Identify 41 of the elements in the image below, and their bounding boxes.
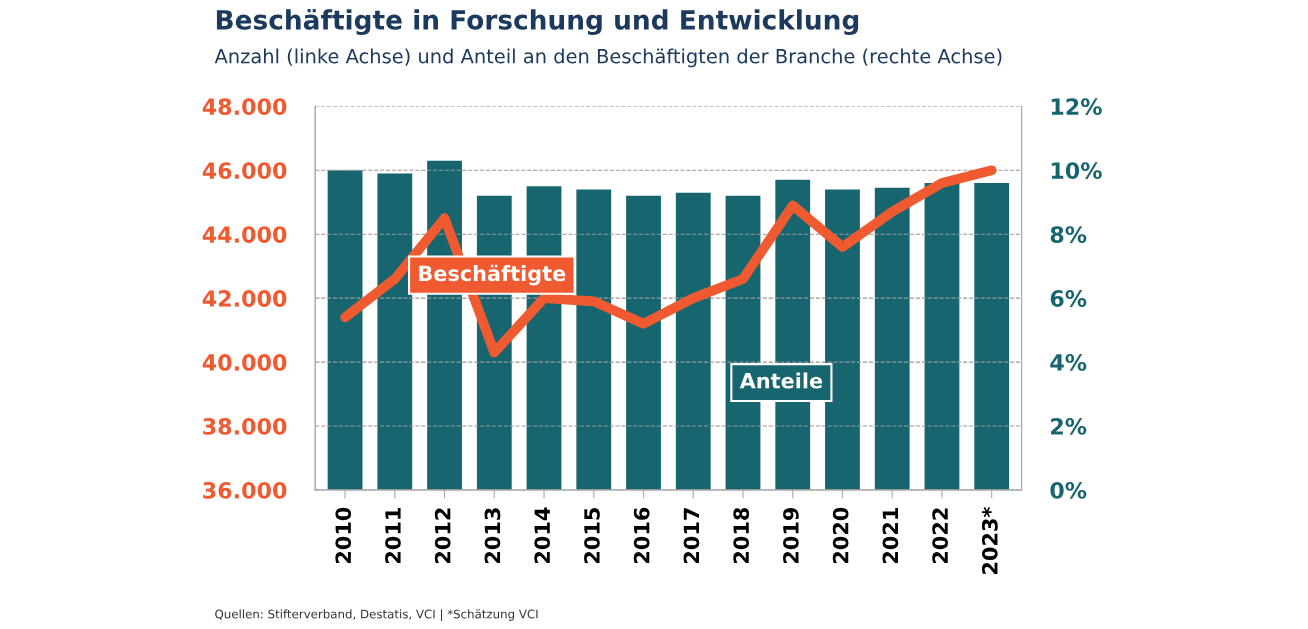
y-tick-label: 46.000 (202, 162, 287, 180)
y-tick-label: 38.000 (203, 417, 287, 435)
x-tick-label: 2020 (832, 507, 849, 563)
bar (675, 192, 711, 490)
y2-tick-label: 12% (1051, 98, 1102, 116)
x-tick-label: 2019 (783, 507, 799, 563)
y-tick-label: 36.000 (203, 481, 287, 499)
series-label: Beschäftigte (419, 264, 566, 286)
y2-tick-label: 8% (1050, 226, 1087, 243)
source-note: Quellen: Stifterverband, Destatis, VCI | *Schätzung VCI (215, 609, 538, 622)
bar (576, 189, 612, 490)
x-tick-label: 2023* (981, 507, 998, 574)
chart-subtitle: Anzahl (linke Achse) und Anteil an den Beschäftigten der Branche (rechte Achse) (214, 48, 1002, 68)
x-tick-label: 2021 (882, 508, 899, 563)
series-label: Anteile (739, 372, 823, 389)
x-tick-label: 2010 (335, 507, 352, 563)
x-tick-label: 2012 (434, 508, 451, 563)
y2-tick-label: 10% (1051, 162, 1102, 180)
y2-tick-label: 0% (1050, 481, 1087, 499)
x-tick-label: 2013 (484, 508, 501, 563)
x-tick-label: 2011 (385, 508, 401, 563)
y2-tick-label: 6% (1050, 290, 1087, 307)
y-tick-label: 44.000 (202, 226, 287, 243)
bar (626, 195, 661, 490)
y2-tick-label: 4% (1050, 354, 1087, 371)
x-tick-label: 2022 (932, 508, 949, 563)
x-tick-label: 2015 (584, 508, 600, 563)
x-tick-label: 2017 (683, 508, 700, 563)
x-tick-label: 2018 (733, 507, 750, 563)
bar (377, 173, 413, 490)
chart-title: Beschäftigte in Forschung und Entwicklung (216, 8, 859, 36)
y-tick-label: 42.000 (202, 290, 287, 307)
bar (974, 183, 1010, 490)
y2-tick-label: 2% (1051, 417, 1087, 435)
x-tick-label: 2014 (534, 507, 551, 563)
x-tick-label: 2016 (633, 507, 650, 563)
bar (874, 187, 910, 490)
bar (327, 170, 363, 490)
bar (924, 183, 960, 490)
y-tick-label: 48.000 (202, 98, 287, 116)
y-tick-label: 40.000 (202, 354, 287, 371)
